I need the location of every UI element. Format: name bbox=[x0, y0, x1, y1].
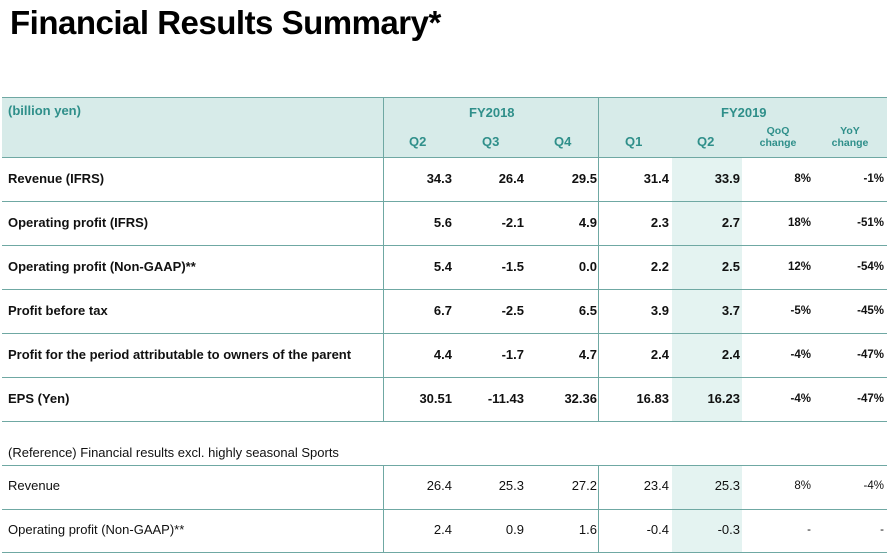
table-top-border bbox=[2, 97, 887, 98]
table-cell: 5.4 bbox=[433, 259, 452, 274]
table-cell: -5% bbox=[790, 305, 811, 317]
unit-label: (billion yen) bbox=[8, 103, 81, 118]
row-label: Profit for the period attributable to ow… bbox=[8, 347, 352, 362]
table-cell: -2.1 bbox=[501, 215, 524, 230]
table-cell: 26.4 bbox=[498, 171, 524, 186]
table-cell: 12% bbox=[787, 261, 811, 273]
row-label: Operating profit (Non-GAAP)** bbox=[8, 522, 185, 537]
table-cell: 2.4 bbox=[721, 347, 740, 362]
col-fy2018-q3: Q3 bbox=[482, 134, 500, 149]
reference-heading: (Reference) Financial results excl. high… bbox=[8, 445, 339, 460]
table-cell: 2.7 bbox=[721, 215, 740, 230]
table-cell: -1.5 bbox=[501, 259, 524, 274]
table-cell: 34.3 bbox=[426, 171, 452, 186]
table-cell: 4.7 bbox=[578, 347, 597, 362]
row-divider bbox=[2, 377, 887, 378]
table-cell: 4.4 bbox=[433, 347, 452, 362]
table-cell: -1% bbox=[863, 173, 884, 185]
row-divider bbox=[2, 289, 887, 290]
table-cell: -45% bbox=[857, 305, 884, 317]
table-cell: -0.4 bbox=[646, 522, 669, 537]
table-cell: 1.6 bbox=[578, 522, 597, 537]
table-cell: -11.43 bbox=[487, 391, 524, 406]
table-cell: -51% bbox=[857, 217, 884, 229]
table-cell: -4% bbox=[790, 393, 811, 405]
row-divider bbox=[2, 333, 887, 334]
table-cell: 16.23 bbox=[707, 391, 740, 406]
row-label: Profit before tax bbox=[8, 303, 108, 318]
table-cell: -47% bbox=[857, 393, 884, 405]
fy2018-header: FY2018 bbox=[469, 105, 515, 120]
table-header-background bbox=[2, 97, 887, 157]
table-cell: 31.4 bbox=[643, 171, 669, 186]
row-label: Revenue (IFRS) bbox=[8, 171, 105, 186]
table-cell: 4.9 bbox=[578, 215, 597, 230]
table-cell: 2.5 bbox=[721, 259, 740, 274]
table-bottom-border bbox=[2, 552, 887, 553]
table-cell: 6.7 bbox=[433, 303, 452, 318]
table-cell: -4% bbox=[863, 480, 884, 492]
table-cell: -54% bbox=[857, 261, 884, 273]
column-divider bbox=[598, 465, 599, 553]
col-fy2018-q2: Q2 bbox=[409, 134, 427, 149]
column-divider bbox=[598, 97, 599, 421]
table-cell: -1.7 bbox=[501, 347, 524, 362]
column-divider bbox=[383, 465, 384, 553]
table-cell: 8% bbox=[794, 173, 811, 185]
table-cell: 29.5 bbox=[571, 171, 597, 186]
table-cell: 30.51 bbox=[419, 391, 452, 406]
table-cell: 0.9 bbox=[505, 522, 524, 537]
table-cell: 3.7 bbox=[721, 303, 740, 318]
table-cell: 25.3 bbox=[714, 478, 740, 493]
table-cell: 23.4 bbox=[643, 478, 669, 493]
table-cell: - bbox=[880, 524, 884, 536]
row-divider bbox=[2, 509, 887, 510]
table-cell: 0.0 bbox=[578, 259, 597, 274]
table-cell: 18% bbox=[787, 217, 811, 229]
table-cell: 3.9 bbox=[650, 303, 669, 318]
table-cell: 6.5 bbox=[578, 303, 597, 318]
table-cell: 8% bbox=[794, 480, 811, 492]
row-label: Operating profit (Non-GAAP)** bbox=[8, 259, 196, 274]
table-cell: 32.36 bbox=[564, 391, 597, 406]
table-cell: 2.4 bbox=[650, 347, 669, 362]
table-cell: -2.5 bbox=[501, 303, 524, 318]
column-divider bbox=[383, 97, 384, 421]
row-divider bbox=[2, 245, 887, 246]
header-bottom-border bbox=[2, 157, 887, 158]
table-cell: 33.9 bbox=[714, 171, 740, 186]
col-qoq-change: QoQ change bbox=[759, 125, 797, 149]
row-label: Operating profit (IFRS) bbox=[8, 215, 149, 230]
table-cell: -47% bbox=[857, 349, 884, 361]
table-cell: 2.2 bbox=[650, 259, 669, 274]
table-cell: 2.4 bbox=[433, 522, 452, 537]
col-fy2018-q4: Q4 bbox=[554, 134, 572, 149]
table-cell: 2.3 bbox=[650, 215, 669, 230]
table-cell: -4% bbox=[790, 349, 811, 361]
row-label: Revenue bbox=[8, 478, 61, 493]
table-cell: 5.6 bbox=[433, 215, 452, 230]
page-title: Financial Results Summary* bbox=[10, 4, 441, 41]
table-cell: 16.83 bbox=[636, 391, 669, 406]
col-fy2019-q1: Q1 bbox=[625, 134, 643, 149]
row-divider bbox=[2, 201, 887, 202]
fy2019-q2-highlight bbox=[672, 158, 742, 422]
table-cell: 26.4 bbox=[426, 478, 452, 493]
table-cell: 25.3 bbox=[498, 478, 524, 493]
row-divider bbox=[2, 465, 887, 466]
col-yoy-change: YoY change bbox=[831, 125, 869, 149]
table-cell: -0.3 bbox=[717, 522, 740, 537]
row-label: EPS (Yen) bbox=[8, 391, 70, 406]
fy2019-header: FY2019 bbox=[721, 105, 767, 120]
col-fy2019-q2: Q2 bbox=[697, 134, 715, 149]
row-divider bbox=[2, 421, 887, 422]
table-cell: - bbox=[807, 524, 811, 536]
table-cell: 27.2 bbox=[571, 478, 597, 493]
